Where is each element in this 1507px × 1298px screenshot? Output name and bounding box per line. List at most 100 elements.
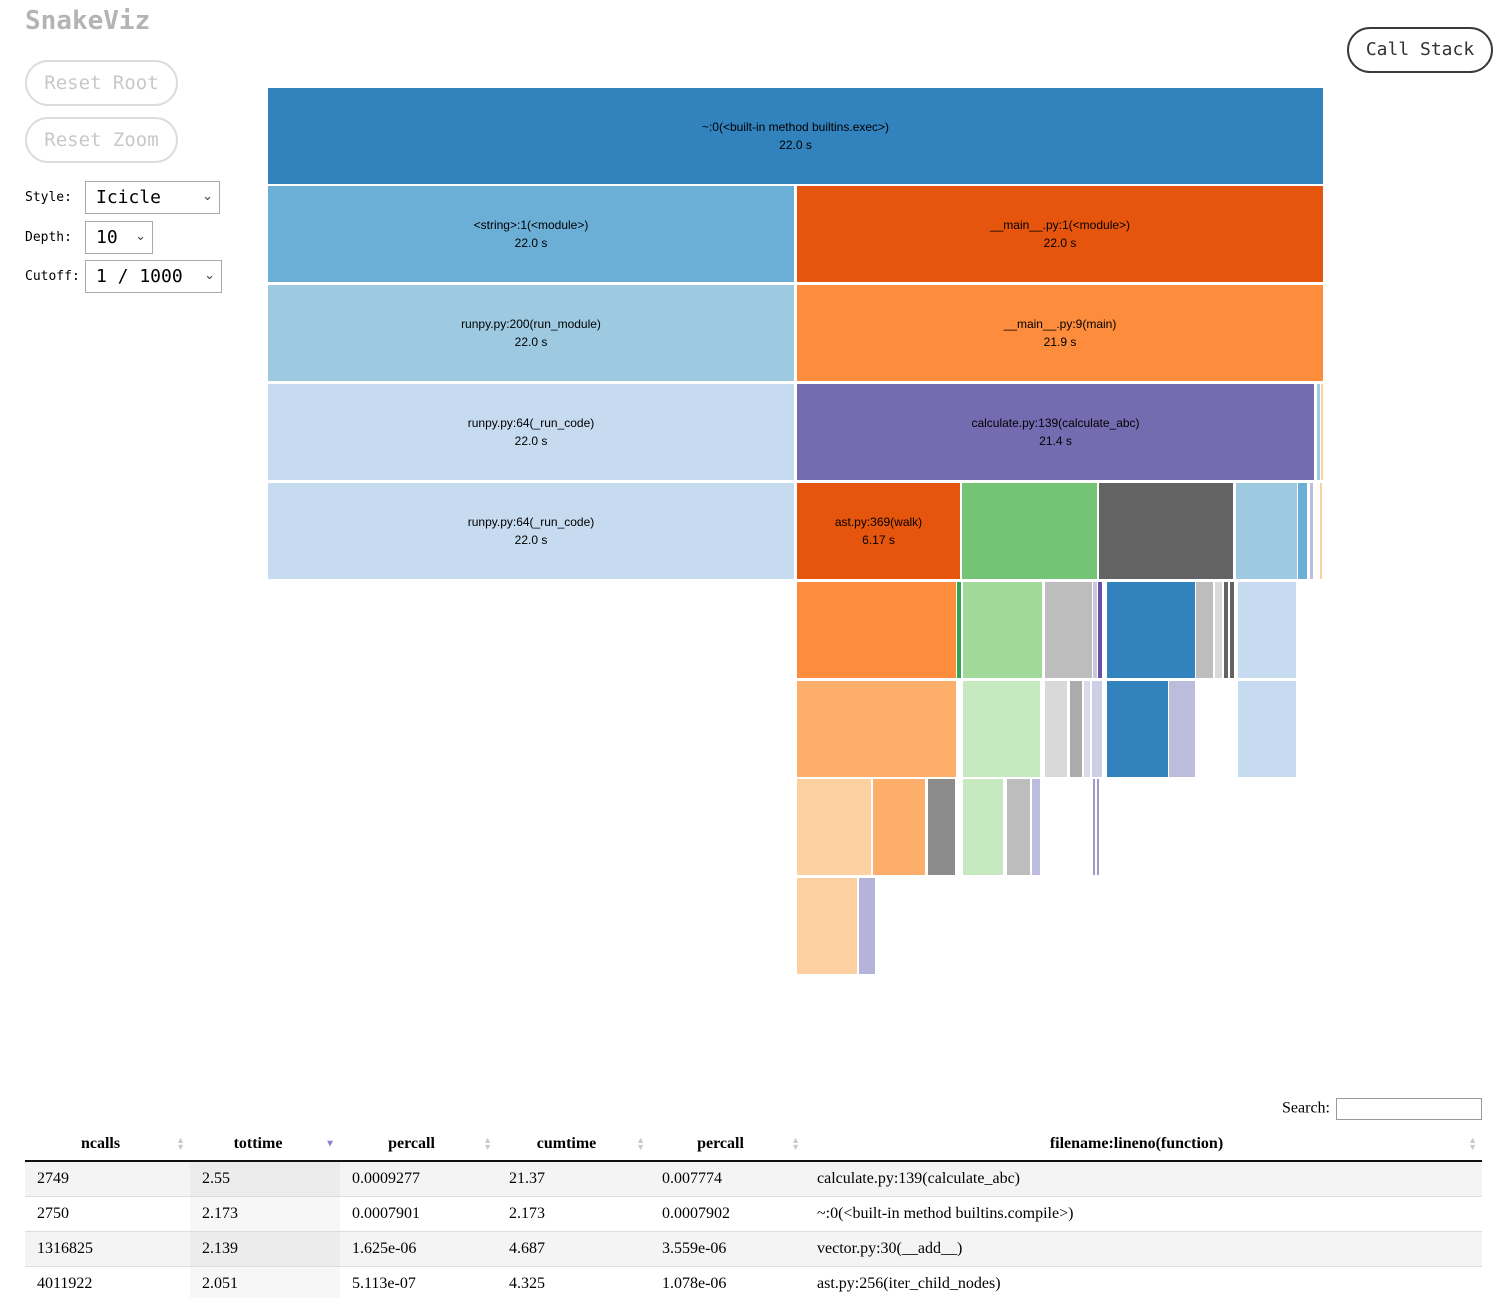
- icicle-rect[interactable]: [1093, 779, 1095, 875]
- cutoff-label: Cutoff:: [25, 269, 80, 284]
- icicle-rect[interactable]: [1310, 483, 1313, 579]
- icicle-rect[interactable]: [1032, 779, 1040, 875]
- icicle-rect[interactable]: [1097, 779, 1099, 875]
- icicle-rect[interactable]: [797, 779, 871, 875]
- rect-label: runpy.py:200(run_module): [461, 317, 601, 331]
- rect-time: 21.9 s: [1043, 335, 1077, 349]
- cell-value: 2.55: [190, 1161, 340, 1197]
- style-select[interactable]: Icicle: [85, 181, 220, 214]
- column-header-ncalls[interactable]: ncalls ▲ ▼: [25, 1128, 190, 1162]
- icicle-rect[interactable]: [1169, 681, 1195, 777]
- icicle-rect[interactable]: [797, 878, 857, 974]
- rect-time: 22.0 s: [1043, 236, 1077, 250]
- cell-value: 0.0009277: [340, 1161, 497, 1197]
- cell-value: 21.37: [497, 1161, 650, 1197]
- icicle-rect[interactable]: [1007, 779, 1030, 875]
- cell-value: 4011922: [25, 1266, 190, 1298]
- sort-icon: ▲ ▼: [483, 1135, 492, 1152]
- icicle-rect[interactable]: [873, 779, 925, 875]
- icicle-rect[interactable]: [1084, 681, 1090, 777]
- column-header-filename-lineno-function-[interactable]: filename:lineno(function) ▲ ▼: [805, 1128, 1482, 1162]
- icicle-rect[interactable]: [1107, 582, 1195, 678]
- table-row: 4011922 2.051 5.113e-07 4.325 1.078e-06 ast.p…: [25, 1266, 1482, 1298]
- icicle-rect[interactable]: [1107, 681, 1168, 777]
- icicle-rect[interactable]: [957, 582, 961, 678]
- column-header-tottime[interactable]: tottime ▼: [190, 1128, 340, 1162]
- icicle-rect[interactable]: [928, 779, 955, 875]
- icicle-rect[interactable]: runpy.py:200(run_module) 22.0 s: [268, 285, 794, 381]
- column-header-label: tottime: [233, 1135, 283, 1152]
- search-input[interactable]: [1336, 1098, 1482, 1120]
- rect-time: 21.4 s: [1039, 434, 1072, 448]
- style-label: Style:: [25, 190, 72, 205]
- icicle-rect[interactable]: __main__.py:1(<module>) 22.0 s: [797, 186, 1323, 282]
- icicle-rect[interactable]: [859, 878, 875, 974]
- rect-label: ~:0(<built-in method builtins.exec>): [701, 120, 890, 134]
- icicle-rect[interactable]: [1317, 384, 1320, 480]
- rect-label: <string>:1(<module>): [473, 218, 589, 232]
- icicle-rect[interactable]: [1215, 582, 1222, 678]
- app-title: SnakeViz: [25, 6, 151, 36]
- rect-label: __main__.py:9(main): [1003, 317, 1117, 331]
- column-header-cumtime[interactable]: cumtime ▲ ▼: [497, 1128, 650, 1162]
- icicle-rect[interactable]: [797, 582, 956, 678]
- rect-label: calculate.py:139(calculate_abc): [971, 416, 1140, 430]
- icicle-rect[interactable]: [1092, 681, 1102, 777]
- depth-select[interactable]: 10: [85, 221, 153, 254]
- icicle-rect[interactable]: [1070, 681, 1082, 777]
- column-header-label: percall: [697, 1135, 744, 1152]
- icicle-rect[interactable]: [1321, 384, 1323, 480]
- cell-value: 2750: [25, 1196, 190, 1232]
- stats-table-header: ncalls ▲ ▼ tottime ▼ percall ▲ ▼ cumtime ▲ ▼ percal…: [25, 1128, 1482, 1162]
- icicle-rect[interactable]: __main__.py:9(main) 21.9 s: [797, 285, 1323, 381]
- cell-filename: vector.py:30(__add__): [805, 1231, 1482, 1267]
- icicle-rect[interactable]: runpy.py:64(_run_code) 22.0 s: [268, 483, 794, 579]
- rect-label: runpy.py:64(_run_code): [467, 416, 595, 430]
- column-header-label: filename:lineno(function): [1049, 1135, 1224, 1152]
- icicle-rect[interactable]: [1045, 681, 1067, 777]
- icicle-rect[interactable]: [1224, 582, 1228, 678]
- icicle-rect[interactable]: [962, 483, 1097, 579]
- reset-root-button[interactable]: Reset Root: [25, 60, 178, 106]
- icicle-rect[interactable]: [1196, 582, 1213, 678]
- icicle-rect[interactable]: [1238, 681, 1296, 777]
- cell-value: 0.007774: [650, 1161, 805, 1197]
- rect-label: __main__.py:1(<module>): [989, 218, 1131, 232]
- table-row: 2750 2.173 0.0007901 2.173 0.0007902 ~:0(<bui…: [25, 1196, 1482, 1232]
- icicle-rect[interactable]: [963, 681, 1040, 777]
- icicle-rect[interactable]: [963, 582, 1042, 678]
- rect-time: 22.0 s: [514, 533, 548, 547]
- cell-value: 5.113e-07: [340, 1266, 497, 1298]
- icicle-rect[interactable]: [1320, 483, 1322, 579]
- icicle-rect[interactable]: [1230, 582, 1234, 678]
- cell-filename: ast.py:256(iter_child_nodes): [805, 1266, 1482, 1298]
- icicle-rect[interactable]: [1098, 582, 1102, 678]
- rect-time: 22.0 s: [514, 434, 548, 448]
- icicle-rect[interactable]: [1093, 582, 1097, 678]
- column-header-percall[interactable]: percall ▲ ▼: [650, 1128, 805, 1162]
- cell-value: 0.0007901: [340, 1196, 497, 1232]
- stats-table: ncalls ▲ ▼ tottime ▼ percall ▲ ▼ cumtime ▲ ▼ percal…: [25, 1128, 1482, 1298]
- icicle-rect[interactable]: [1298, 483, 1307, 579]
- cutoff-select[interactable]: 1 / 1000: [85, 260, 222, 293]
- icicle-rect[interactable]: ast.py:369(walk) 6.17 s: [797, 483, 960, 579]
- cell-value: 1.078e-06: [650, 1266, 805, 1298]
- icicle-rect[interactable]: <string>:1(<module>) 22.0 s: [268, 186, 794, 282]
- icicle-rect[interactable]: [1238, 582, 1296, 678]
- column-header-percall[interactable]: percall ▲ ▼: [340, 1128, 497, 1162]
- depth-control: Depth: 10 ⌄: [25, 221, 153, 254]
- icicle-rect[interactable]: [1236, 483, 1297, 579]
- reset-zoom-button[interactable]: Reset Zoom: [25, 117, 178, 163]
- column-header-label: percall: [388, 1135, 435, 1152]
- icicle-rect[interactable]: [1099, 483, 1233, 579]
- call-stack-button[interactable]: Call Stack: [1347, 27, 1493, 73]
- icicle-rect[interactable]: [1045, 582, 1092, 678]
- icicle-rect[interactable]: ~:0(<built-in method builtins.exec>) 22.0…: [268, 88, 1323, 184]
- column-header-label: ncalls: [80, 1135, 121, 1152]
- icicle-rect[interactable]: calculate.py:139(calculate_abc) 21.4 s: [797, 384, 1314, 480]
- icicle-rect[interactable]: [797, 681, 956, 777]
- cell-value: 2749: [25, 1161, 190, 1197]
- icicle-rect[interactable]: runpy.py:64(_run_code) 22.0 s: [268, 384, 794, 480]
- icicle-rect[interactable]: [963, 779, 1003, 875]
- sort-desc-icon: ▼: [325, 1138, 335, 1150]
